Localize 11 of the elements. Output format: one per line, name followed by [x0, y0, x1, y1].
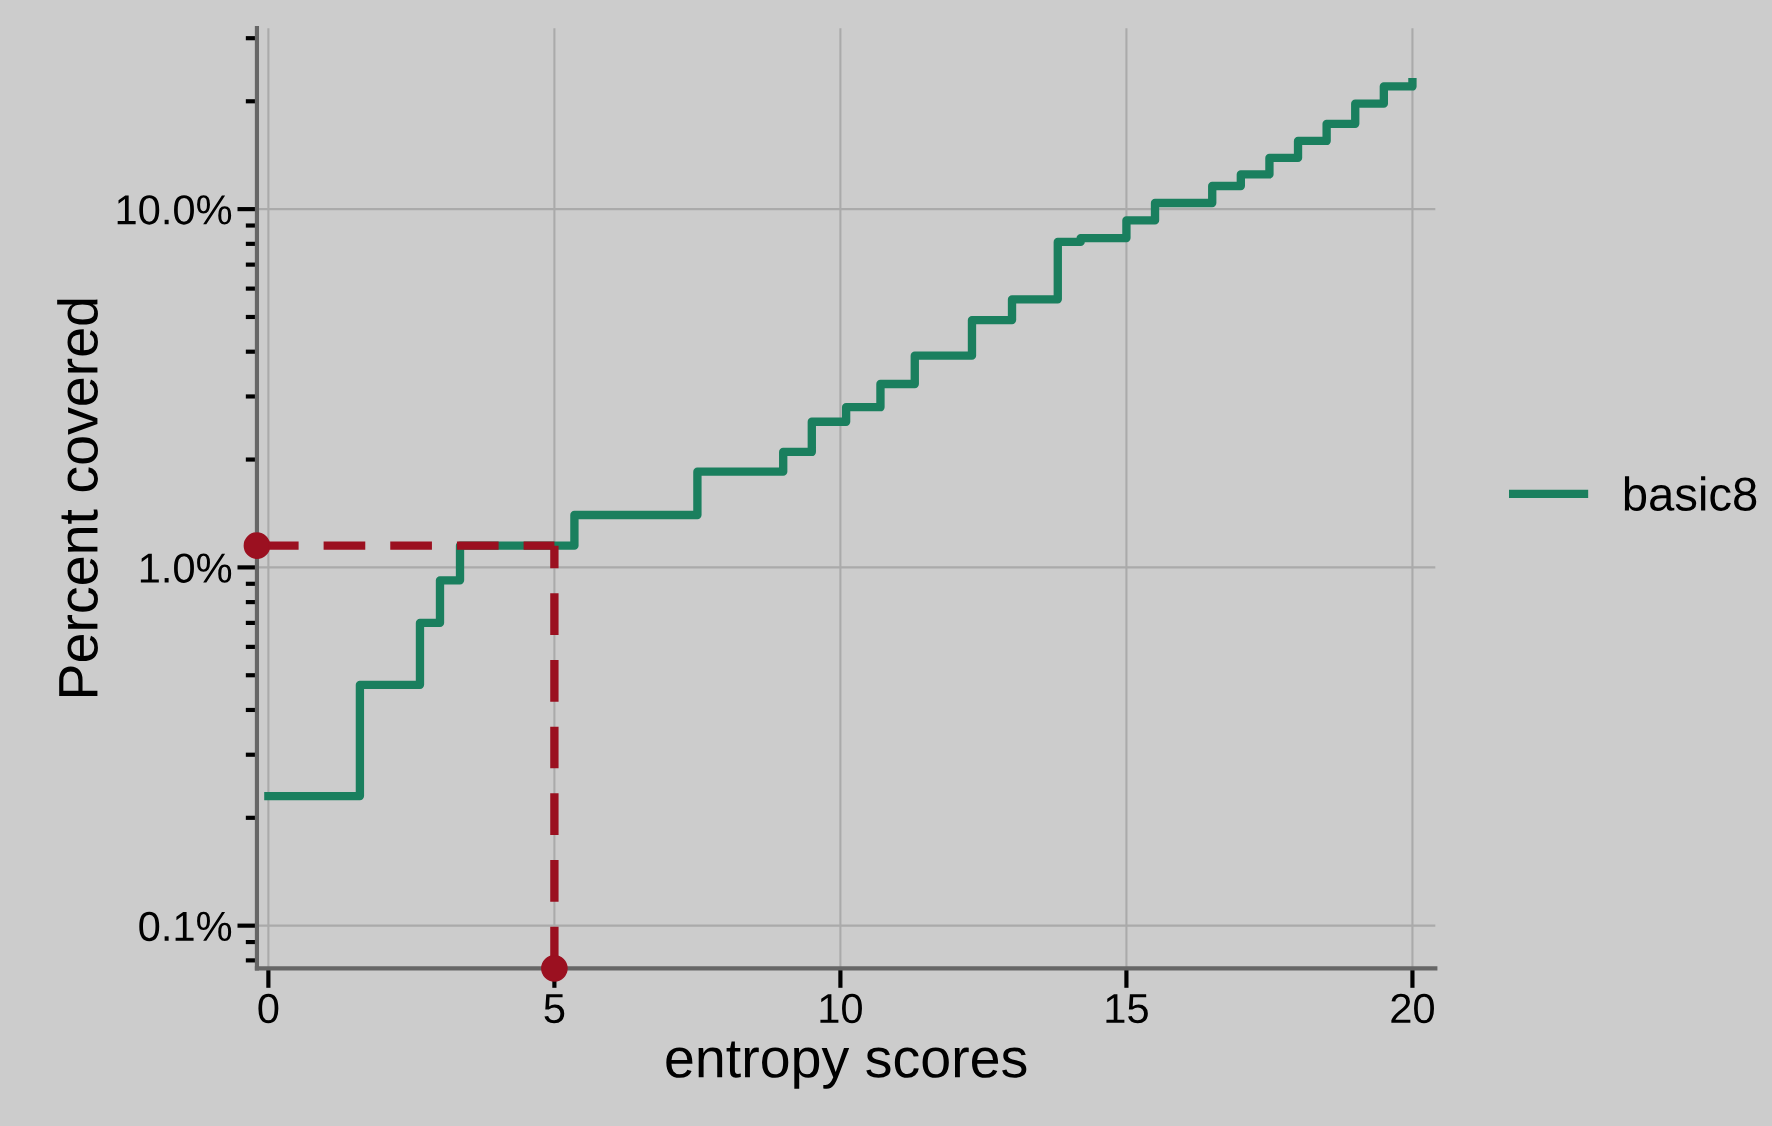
- x-axis-title: entropy scores: [666, 1041, 1027, 1089]
- x-tick-label: 10: [820, 993, 862, 1024]
- x-tick-label: 15: [1106, 994, 1148, 1024]
- y-axis-title: Percent covered: [57, 299, 98, 696]
- x-tick-label: 0: [258, 993, 279, 1024]
- x-tick-label: 20: [1391, 993, 1434, 1024]
- y-tick-label: 10.0%: [117, 195, 232, 225]
- y-tick-label: 1.0%: [140, 553, 232, 583]
- legend-label: basic8: [1624, 476, 1757, 511]
- x-tick-label: 5: [544, 994, 565, 1024]
- y-tick-label: 0.1%: [139, 911, 232, 942]
